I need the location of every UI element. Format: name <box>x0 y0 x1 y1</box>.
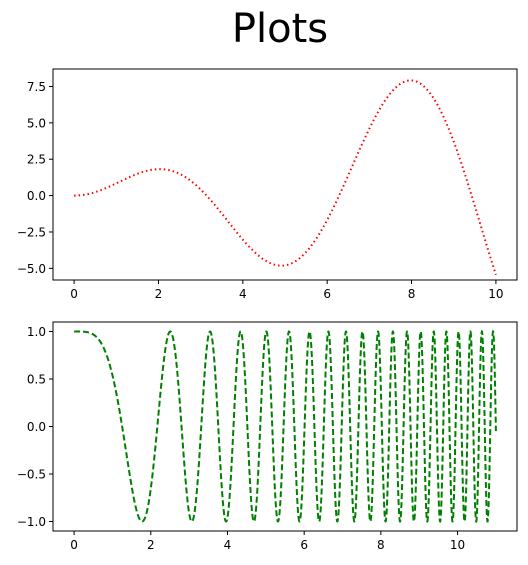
bottom-ytick-label: 0.5 <box>27 373 46 387</box>
bottom-ytick-label: 0.0 <box>27 420 46 434</box>
subplot-top: 0 2 4 6 8 10 −5.0 −2.5 0.0 2.5 5.0 7.5 <box>17 68 518 301</box>
bottom-xtick-label: 8 <box>377 538 385 552</box>
top-xtick-label: 10 <box>488 287 503 301</box>
bottom-xtick-label: 2 <box>147 538 155 552</box>
top-ytick-label: −2.5 <box>17 225 46 239</box>
figure-title: Plots <box>232 6 328 52</box>
top-axis-ticks: 0 2 4 6 8 10 −5.0 −2.5 0.0 2.5 5.0 7.5 <box>17 80 504 301</box>
bottom-xtick-label: 0 <box>70 538 78 552</box>
bottom-ytick-label: 1.0 <box>27 325 46 339</box>
top-xtick-label: 6 <box>323 287 331 301</box>
bottom-series-group <box>74 329 497 524</box>
axes-frame-top <box>52 68 518 281</box>
top-ytick-label: 2.5 <box>27 153 46 167</box>
top-series-line <box>74 79 497 276</box>
bottom-series-line <box>74 329 497 524</box>
top-xtick-label: 2 <box>155 287 163 301</box>
bottom-axis-ticks: 0 2 4 6 8 10 −1.0 −0.5 0.0 0.5 1.0 <box>17 325 465 552</box>
bottom-xtick-label: 10 <box>450 538 465 552</box>
top-ytick-label: 5.0 <box>27 116 46 130</box>
top-xtick-label: 4 <box>239 287 247 301</box>
top-xtick-label: 8 <box>408 287 416 301</box>
bottom-ytick-label: −0.5 <box>17 468 46 482</box>
subplot-bottom: 0 2 4 6 8 10 −1.0 −0.5 0.0 0.5 1.0 <box>17 321 518 552</box>
bottom-xtick-label: 6 <box>300 538 308 552</box>
bottom-xtick-label: 4 <box>224 538 232 552</box>
top-ytick-label: 0.0 <box>27 189 46 203</box>
top-series-group <box>74 79 497 276</box>
top-ytick-label: 7.5 <box>27 80 46 94</box>
bottom-ytick-label: −1.0 <box>17 515 46 529</box>
top-ytick-label: −5.0 <box>17 262 46 276</box>
top-xtick-label: 0 <box>70 287 78 301</box>
